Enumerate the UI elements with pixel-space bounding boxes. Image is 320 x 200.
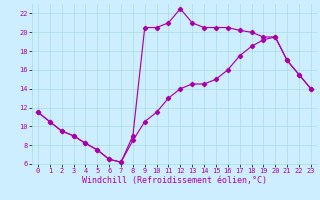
X-axis label: Windchill (Refroidissement éolien,°C): Windchill (Refroidissement éolien,°C) <box>82 176 267 185</box>
